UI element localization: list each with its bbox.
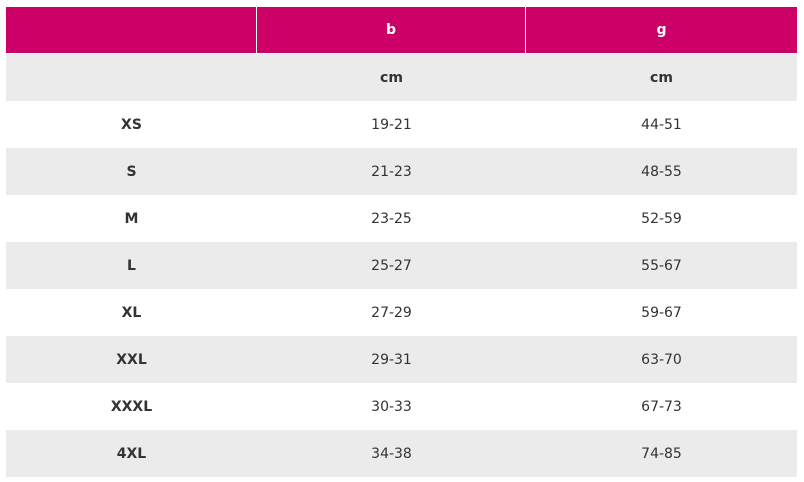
header-cell xyxy=(6,7,257,53)
size-label: XXXL xyxy=(110,398,153,415)
unit-cell xyxy=(6,54,257,101)
unit-row: cm cm xyxy=(6,54,797,101)
measure-cell: 27-29 xyxy=(371,304,412,321)
measure-cell: 74-85 xyxy=(641,445,682,462)
table-row: M 23-25 52-59 xyxy=(6,195,797,242)
measure-cell: 67-73 xyxy=(641,398,682,415)
size-label: XXL xyxy=(116,351,147,368)
size-label: M xyxy=(124,210,139,227)
measure-cell: 52-59 xyxy=(641,210,682,227)
unit-cell: cm xyxy=(380,69,403,86)
measure-cell: 48-55 xyxy=(641,163,682,180)
measure-cell: 25-27 xyxy=(371,257,412,274)
table-row: XL 27-29 59-67 xyxy=(6,289,797,336)
header-cell: g xyxy=(656,22,667,38)
table-row: XS 19-21 44-51 xyxy=(6,101,797,148)
measure-cell: 30-33 xyxy=(371,398,412,415)
table-row: XXL 29-31 63-70 xyxy=(6,336,797,383)
table-row: XXXL 30-33 67-73 xyxy=(6,383,797,430)
size-label: L xyxy=(127,257,136,274)
table-row: 4XL 34-38 74-85 xyxy=(6,430,797,477)
size-label: 4XL xyxy=(116,445,147,462)
header-cell: b xyxy=(257,7,526,53)
measure-cell: 63-70 xyxy=(641,351,682,368)
measure-cell: 21-23 xyxy=(371,163,412,180)
measure-cell: 34-38 xyxy=(371,445,412,462)
size-table: b g cm cm XS 19-21 44-51 S 21-23 48-55 M 23-25 52-59… xyxy=(6,7,797,477)
measure-cell: 44-51 xyxy=(641,116,682,133)
measure-cell: 59-67 xyxy=(641,304,682,321)
measure-cell: 55-67 xyxy=(641,257,682,274)
measure-cell: 23-25 xyxy=(371,210,412,227)
size-label: S xyxy=(126,163,137,180)
size-label: XS xyxy=(121,116,142,133)
table-row: S 21-23 48-55 xyxy=(6,148,797,195)
size-label: XL xyxy=(121,304,142,321)
unit-cell: cm xyxy=(650,69,673,86)
measure-cell: 29-31 xyxy=(371,351,412,368)
measure-cell: 19-21 xyxy=(371,116,412,133)
table-row: L 25-27 55-67 xyxy=(6,242,797,289)
